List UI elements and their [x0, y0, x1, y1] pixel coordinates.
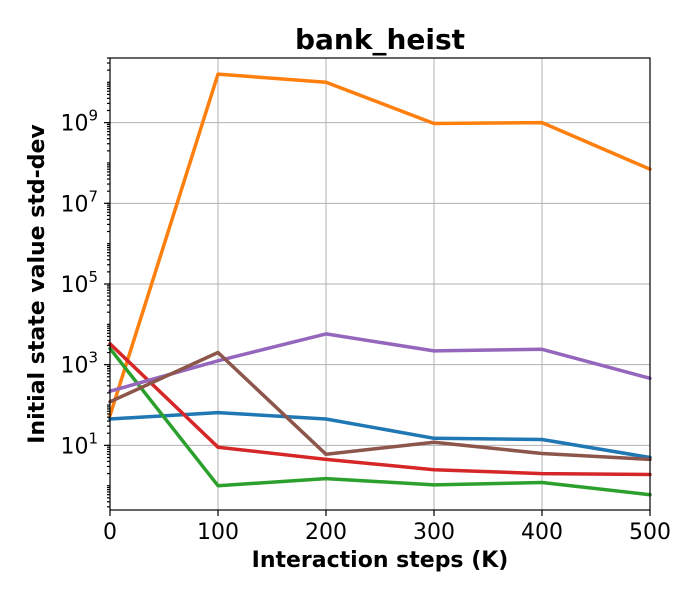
series-line-6 [108, 350, 652, 462]
series-line-5 [108, 332, 652, 393]
plot-area [108, 72, 652, 497]
y-axis-label: Initial state value std-dev [25, 124, 50, 444]
y-tick-base: 10 [60, 192, 88, 217]
x-tick-label: 200 [305, 520, 347, 545]
x-axis-label: Interaction steps (K) [252, 548, 509, 573]
y-tick-base: 10 [60, 354, 88, 379]
x-tick-label: 500 [629, 520, 671, 545]
y-tick-exponent: 1 [88, 429, 98, 447]
y-tick-exponent: 7 [88, 187, 98, 205]
chart-title: bank_heist [295, 23, 465, 56]
y-tick-exponent: 3 [88, 349, 98, 367]
series-line-1 [108, 410, 652, 460]
grid [109, 58, 651, 510]
y-tick-exponent: 9 [88, 107, 98, 125]
series-line-2 [108, 72, 652, 418]
series-line-3 [108, 346, 652, 497]
y-tick-label: 107 [60, 187, 98, 217]
y-tick-label: 105 [60, 268, 98, 298]
y-tick-base: 10 [60, 434, 88, 459]
x-tick-label: 0 [103, 520, 117, 545]
series-line-4 [108, 342, 652, 477]
y-tick-exponent: 5 [88, 268, 98, 286]
x-tick-label: 400 [521, 520, 563, 545]
y-tick-base: 10 [60, 112, 88, 137]
x-tick-label: 100 [197, 520, 239, 545]
y-tick-label: 103 [60, 349, 98, 379]
y-tick-base: 10 [60, 273, 88, 298]
y-tick-label: 101 [60, 429, 98, 459]
y-tick-label: 109 [60, 107, 98, 137]
x-tick-label: 300 [413, 520, 455, 545]
